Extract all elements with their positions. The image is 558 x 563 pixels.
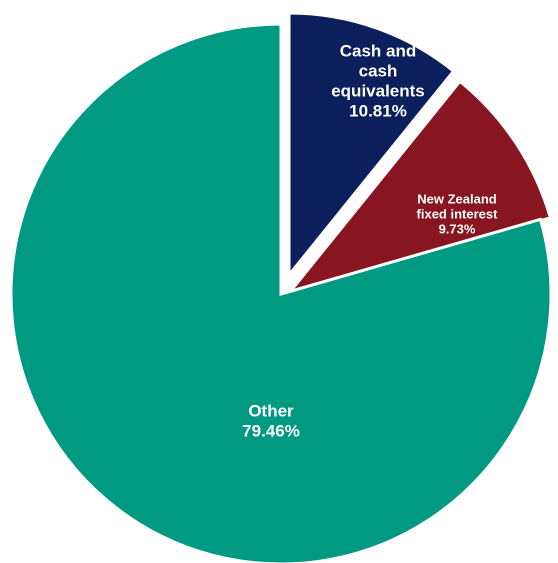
pie-slice-3 bbox=[9, 22, 553, 563]
slice-label-1: Cash and cash equivalents 10.81% bbox=[331, 41, 425, 120]
pie-slice-1 bbox=[287, 11, 456, 280]
slice-name-line: New Zealand bbox=[417, 191, 497, 206]
slice-percent-label: 79.46% bbox=[242, 421, 300, 440]
slice-percent-label: 10.81% bbox=[349, 101, 407, 120]
slice-percent-label: 9.73% bbox=[439, 221, 476, 236]
slice-name-line: Cash and bbox=[340, 41, 417, 60]
slice-label-3: Other 79.46% bbox=[242, 401, 300, 440]
pie-slice-2 bbox=[284, 79, 553, 296]
slice-name-line: fixed interest bbox=[417, 206, 499, 221]
slice-name-line: cash bbox=[359, 61, 398, 80]
slice-name-line: Other bbox=[248, 401, 294, 420]
slice-name-line: equivalents bbox=[331, 81, 425, 100]
slice-label-2: New Zealand fixed interest 9.73% bbox=[417, 191, 499, 236]
